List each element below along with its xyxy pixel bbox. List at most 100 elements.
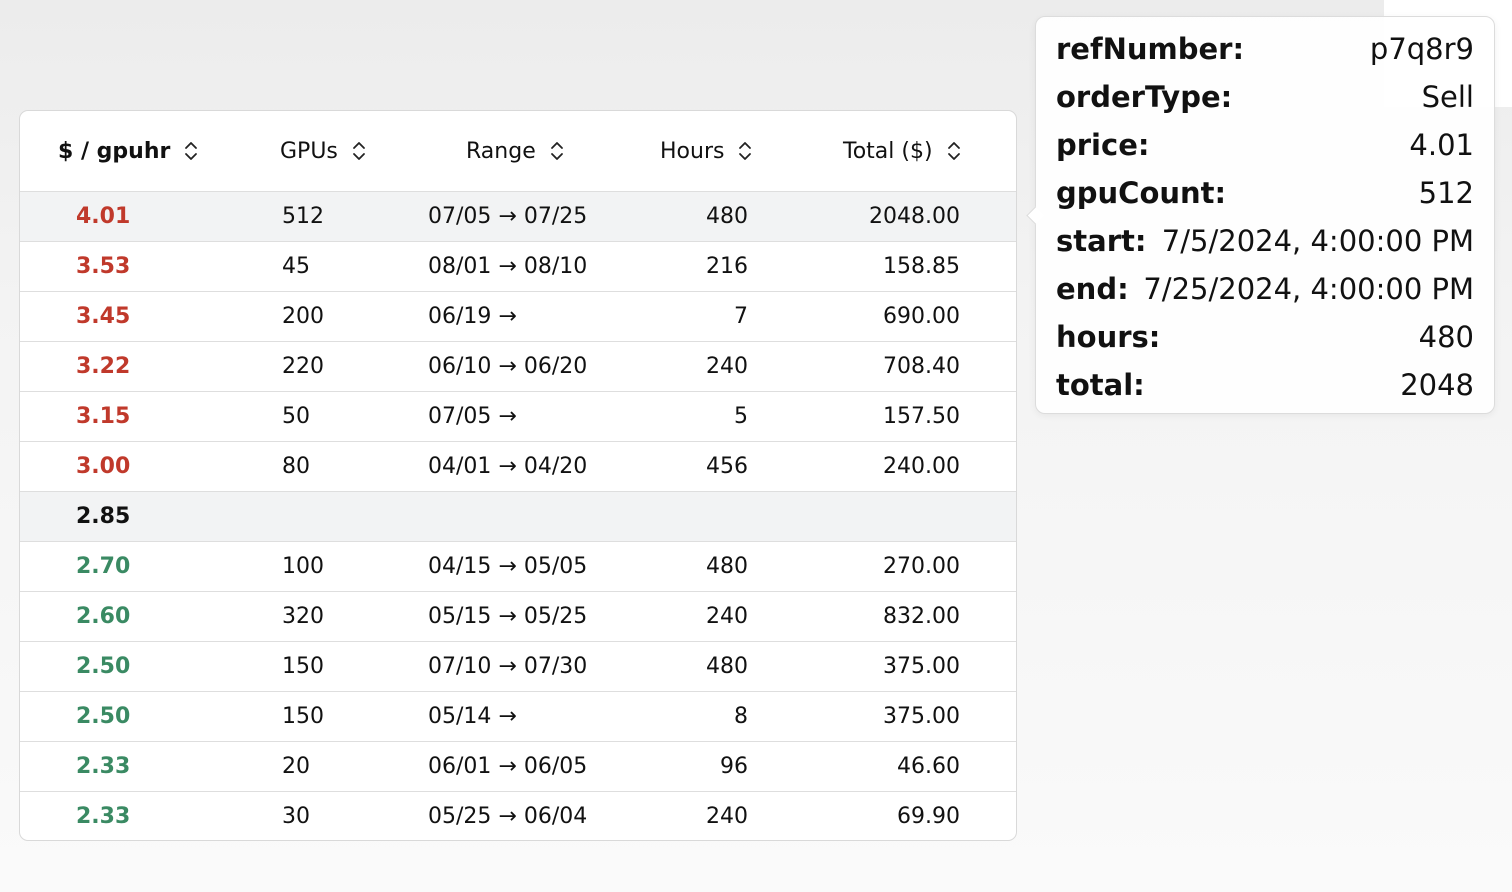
- total-cell: 240.00: [883, 454, 960, 479]
- column-header-total-label: Total ($): [843, 138, 933, 164]
- column-header-gpus[interactable]: GPUs: [280, 111, 366, 191]
- total-cell: 832.00: [883, 604, 960, 629]
- spread-row: 2.85: [20, 492, 1016, 542]
- range-cell: 07/05 →: [428, 404, 517, 429]
- price-cell: 2.33: [76, 754, 131, 779]
- range-cell: 05/15 → 05/25: [428, 604, 588, 629]
- tooltip-field: orderType: Sell: [1056, 73, 1474, 121]
- column-header-total[interactable]: Total ($): [843, 111, 961, 191]
- sell-order-row[interactable]: 3.45 200 06/19 → 7 690.00: [20, 292, 1016, 342]
- price-cell: 2.50: [76, 704, 131, 729]
- gpus-cell: 512: [282, 204, 324, 229]
- hours-cell: 480: [706, 654, 748, 679]
- tooltip-field: hours: 480: [1056, 313, 1474, 361]
- tooltip-field: end: 7/25/2024, 4:00:00 PM: [1056, 265, 1474, 313]
- column-header-hours-label: Hours: [660, 138, 725, 164]
- column-header-price[interactable]: $ / gpuhr: [58, 111, 198, 191]
- tooltip-field-key: hours:: [1056, 320, 1161, 354]
- buy-order-row[interactable]: 2.60 320 05/15 → 05/25 240 832.00: [20, 592, 1016, 642]
- column-header-hours[interactable]: Hours: [660, 111, 752, 191]
- price-cell: 2.60: [76, 604, 131, 629]
- range-cell: 05/14 →: [428, 704, 517, 729]
- price-cell: 2.70: [76, 554, 131, 579]
- price-cell: 3.45: [76, 304, 131, 329]
- tooltip-field: price: 4.01: [1056, 121, 1474, 169]
- total-cell: 375.00: [883, 704, 960, 729]
- sell-order-row[interactable]: 3.15 50 07/05 → 5 157.50: [20, 392, 1016, 442]
- gpus-cell: 150: [282, 704, 324, 729]
- gpus-cell: 80: [282, 454, 310, 479]
- column-header-range[interactable]: Range: [466, 111, 564, 191]
- buy-order-row[interactable]: 2.70 100 04/15 → 05/05 480 270.00: [20, 542, 1016, 592]
- gpus-cell: 50: [282, 404, 310, 429]
- tooltip-field-value: p7q8r9: [1369, 32, 1474, 66]
- tooltip-field-key: gpuCount:: [1056, 176, 1227, 210]
- range-cell: 07/05 → 07/25: [428, 204, 588, 229]
- column-header-range-label: Range: [466, 138, 536, 164]
- hours-cell: 240: [706, 354, 748, 379]
- total-cell: 270.00: [883, 554, 960, 579]
- column-header-gpus-label: GPUs: [280, 138, 338, 164]
- hours-cell: 5: [734, 404, 748, 429]
- range-cell: 04/01 → 04/20: [428, 454, 588, 479]
- price-cell: 4.01: [76, 204, 131, 229]
- buy-order-row[interactable]: 2.33 30 05/25 → 06/04 240 69.90: [20, 792, 1016, 840]
- buy-order-row[interactable]: 2.50 150 05/14 → 8 375.00: [20, 692, 1016, 742]
- sort-icon: [550, 142, 563, 160]
- tooltip-field: total: 2048: [1056, 361, 1474, 409]
- hours-cell: 480: [706, 204, 748, 229]
- hours-cell: 8: [734, 704, 748, 729]
- range-cell: 07/10 → 07/30: [428, 654, 588, 679]
- sell-order-row[interactable]: 3.22 220 06/10 → 06/20 240 708.40: [20, 342, 1016, 392]
- column-header-price-label: $ / gpuhr: [58, 138, 171, 164]
- tooltip-field: refNumber: p7q8r9: [1056, 25, 1474, 73]
- range-cell: 08/01 → 08/10: [428, 254, 588, 279]
- tooltip-fields: refNumber: p7q8r9 orderType: Sell price: 4.01…: [1056, 25, 1474, 409]
- range-cell: 06/10 → 06/20: [428, 354, 588, 379]
- sort-icon: [739, 142, 752, 160]
- price-cell: 3.53: [76, 254, 131, 279]
- gpus-cell: 30: [282, 804, 310, 829]
- sort-icon: [185, 142, 198, 160]
- gpus-cell: 150: [282, 654, 324, 679]
- gpus-cell: 220: [282, 354, 324, 379]
- range-cell: 06/19 →: [428, 304, 517, 329]
- tooltip-field: start: 7/5/2024, 4:00:00 PM: [1056, 217, 1474, 265]
- range-cell: 06/01 → 06/05: [428, 754, 588, 779]
- sell-order-row[interactable]: 3.00 80 04/01 → 04/20 456 240.00: [20, 442, 1016, 492]
- gpus-cell: 45: [282, 254, 310, 279]
- price-cell: 2.50: [76, 654, 131, 679]
- hours-cell: 7: [734, 304, 748, 329]
- order-details-tooltip: refNumber: p7q8r9 orderType: Sell price: 4.01…: [1026, 16, 1495, 414]
- tooltip-field-value: 2048: [1400, 368, 1474, 402]
- range-cell: 04/15 → 05/05: [428, 554, 588, 579]
- table-body: 4.01 512 07/05 → 07/25 480 2048.00 3.53 45 08/0…: [20, 192, 1016, 840]
- tooltip-field-key: total:: [1056, 368, 1145, 402]
- buy-order-row[interactable]: 2.50 150 07/10 → 07/30 480 375.00: [20, 642, 1016, 692]
- order-book-table: $ / gpuhr GPUs Range Hours Total ($) 4.0…: [19, 110, 1017, 841]
- hours-cell: 240: [706, 804, 748, 829]
- tooltip-field-value: Sell: [1421, 80, 1474, 114]
- total-cell: 375.00: [883, 654, 960, 679]
- price-cell: 3.22: [76, 354, 131, 379]
- total-cell: 69.90: [897, 804, 960, 829]
- hours-cell: 480: [706, 554, 748, 579]
- price-cell: 3.00: [76, 454, 131, 479]
- total-cell: 690.00: [883, 304, 960, 329]
- total-cell: 46.60: [897, 754, 960, 779]
- buy-order-row[interactable]: 2.33 20 06/01 → 06/05 96 46.60: [20, 742, 1016, 792]
- gpus-cell: 20: [282, 754, 310, 779]
- tooltip-field-key: start:: [1056, 224, 1147, 258]
- sell-order-row[interactable]: 3.53 45 08/01 → 08/10 216 158.85: [20, 242, 1016, 292]
- sort-icon: [352, 142, 365, 160]
- total-cell: 158.85: [883, 254, 960, 279]
- gpus-cell: 100: [282, 554, 324, 579]
- price-cell: 3.15: [76, 404, 131, 429]
- tooltip-field: gpuCount: 512: [1056, 169, 1474, 217]
- total-cell: 708.40: [883, 354, 960, 379]
- tooltip-caret: [1026, 206, 1045, 225]
- sell-order-row[interactable]: 4.01 512 07/05 → 07/25 480 2048.00: [20, 192, 1016, 242]
- tooltip-field-value: 480: [1418, 320, 1474, 354]
- hours-cell: 96: [720, 754, 748, 779]
- gpus-cell: 320: [282, 604, 324, 629]
